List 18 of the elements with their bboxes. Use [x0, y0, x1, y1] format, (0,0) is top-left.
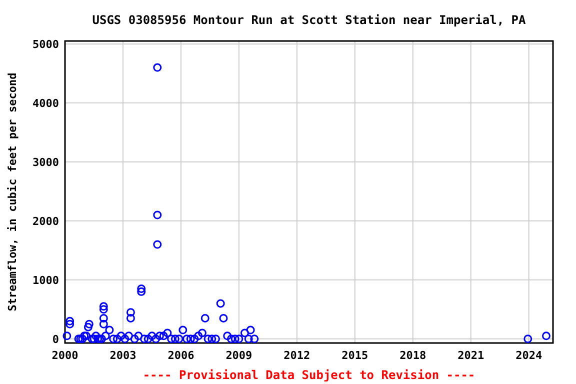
x-tick-label: 2009: [226, 349, 252, 362]
x-tick-label: 2021: [458, 349, 484, 362]
y-axis-title: Streamflow, in cubic feet per second: [6, 72, 19, 312]
x-tick-label: 2018: [400, 349, 426, 362]
y-tick-label: 5000: [32, 38, 59, 51]
text: ---- Provisional Data Subject to Revision ----: [142, 368, 476, 382]
y-tick-label: 1000: [32, 274, 59, 287]
x-tick-label: 2015: [342, 349, 368, 362]
y-tick-label: 2000: [32, 214, 59, 228]
y-tick-label: 3000: [32, 156, 59, 169]
x-tick-label: 2006: [168, 349, 195, 362]
y-tick-label: 0: [52, 332, 59, 346]
x-tick-label: 2012: [284, 349, 310, 362]
x-tick-label: 2003: [110, 349, 136, 362]
x-tick-label: 2024: [516, 349, 542, 362]
chart-title: USGS 03085956 Montour Run at Scott Station near Imperial, PA: [92, 13, 527, 27]
y-tick-label: 4000: [32, 96, 59, 110]
x-tick-label: 2000: [52, 349, 78, 362]
